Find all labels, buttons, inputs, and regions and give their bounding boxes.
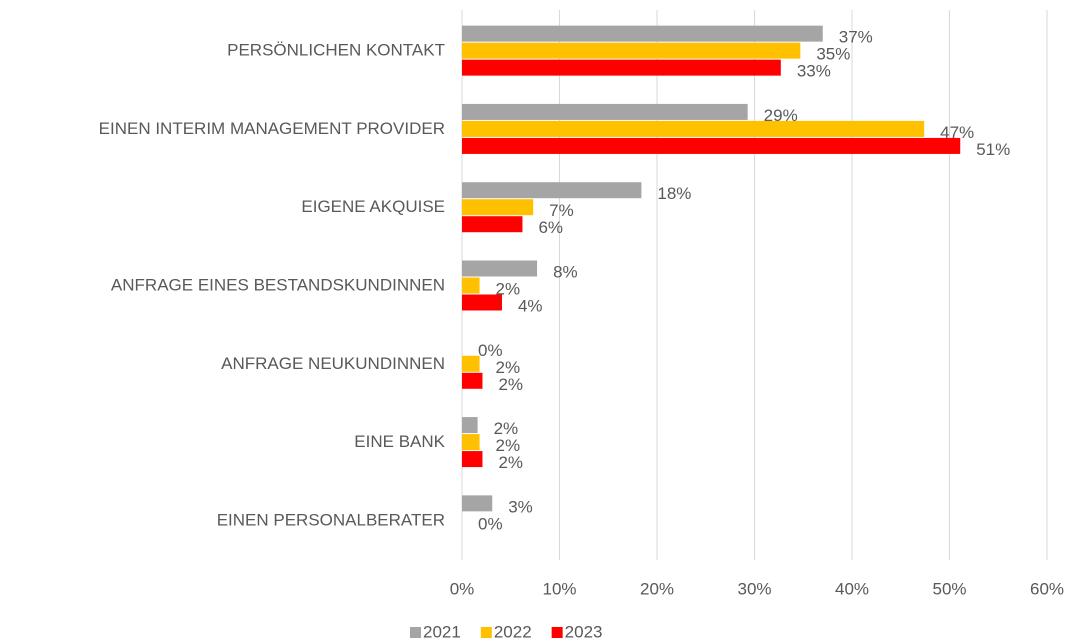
x-tick-label: 20%	[640, 579, 674, 598]
data-label: 2%	[494, 419, 519, 438]
category-label: EINE BANK	[354, 432, 445, 451]
bar	[462, 294, 502, 311]
x-tick-label: 50%	[932, 579, 966, 598]
data-label: 0%	[478, 514, 503, 533]
data-label: 2%	[498, 375, 523, 394]
category-label: EIGENE AKQUISE	[301, 197, 445, 216]
legend-label: 2022	[494, 622, 532, 641]
bar	[462, 25, 823, 42]
data-label: 33%	[797, 62, 831, 81]
legend-label: 2021	[423, 622, 461, 641]
data-label: 2%	[496, 279, 521, 298]
bar	[462, 260, 538, 277]
data-label: 3%	[508, 497, 533, 516]
data-label: 4%	[518, 296, 543, 315]
bar	[462, 434, 480, 451]
data-label: 35%	[816, 45, 850, 64]
x-tick-label: 30%	[737, 579, 771, 598]
category-label: ANFRAGE NEUKUNDINNEN	[221, 354, 445, 373]
bar	[462, 277, 480, 294]
legend-label: 2023	[565, 622, 603, 641]
bar	[462, 137, 961, 154]
category-label: ANFRAGE EINES BESTANDSKUNDINNEN	[111, 275, 445, 294]
category-label: PERSÖNLICHEN KONTAKT	[227, 41, 445, 60]
bar	[462, 42, 801, 59]
bar	[462, 182, 642, 199]
data-label: 2%	[498, 453, 523, 472]
bar	[462, 372, 483, 389]
category-label: EINEN INTERIM MANAGEMENT PROVIDER	[99, 119, 445, 138]
data-label: 47%	[940, 123, 974, 142]
category-label: EINEN PERSONALBERATER	[217, 510, 445, 529]
bar	[462, 417, 478, 434]
data-label: 6%	[538, 218, 563, 237]
data-label: 2%	[496, 358, 521, 377]
bar	[462, 59, 781, 76]
x-tick-label: 0%	[450, 579, 475, 598]
data-label: 29%	[764, 106, 798, 125]
bar	[462, 103, 748, 120]
x-tick-label: 60%	[1030, 579, 1064, 598]
bar	[462, 120, 925, 137]
x-tick-label: 40%	[835, 579, 869, 598]
data-label: 51%	[976, 140, 1010, 159]
legend-swatch	[480, 627, 492, 638]
x-tick-label: 10%	[542, 579, 576, 598]
bar	[462, 216, 523, 233]
bar	[462, 495, 493, 512]
data-label: 2%	[496, 436, 521, 455]
bar	[462, 355, 480, 372]
legend-swatch	[551, 627, 563, 638]
data-label: 18%	[657, 184, 691, 203]
bar	[462, 451, 483, 468]
data-label: 37%	[839, 28, 873, 47]
bar	[462, 199, 534, 216]
data-label: 7%	[549, 201, 574, 220]
data-label: 8%	[553, 262, 578, 281]
legend-swatch	[410, 627, 421, 638]
data-label: 0%	[478, 341, 503, 360]
